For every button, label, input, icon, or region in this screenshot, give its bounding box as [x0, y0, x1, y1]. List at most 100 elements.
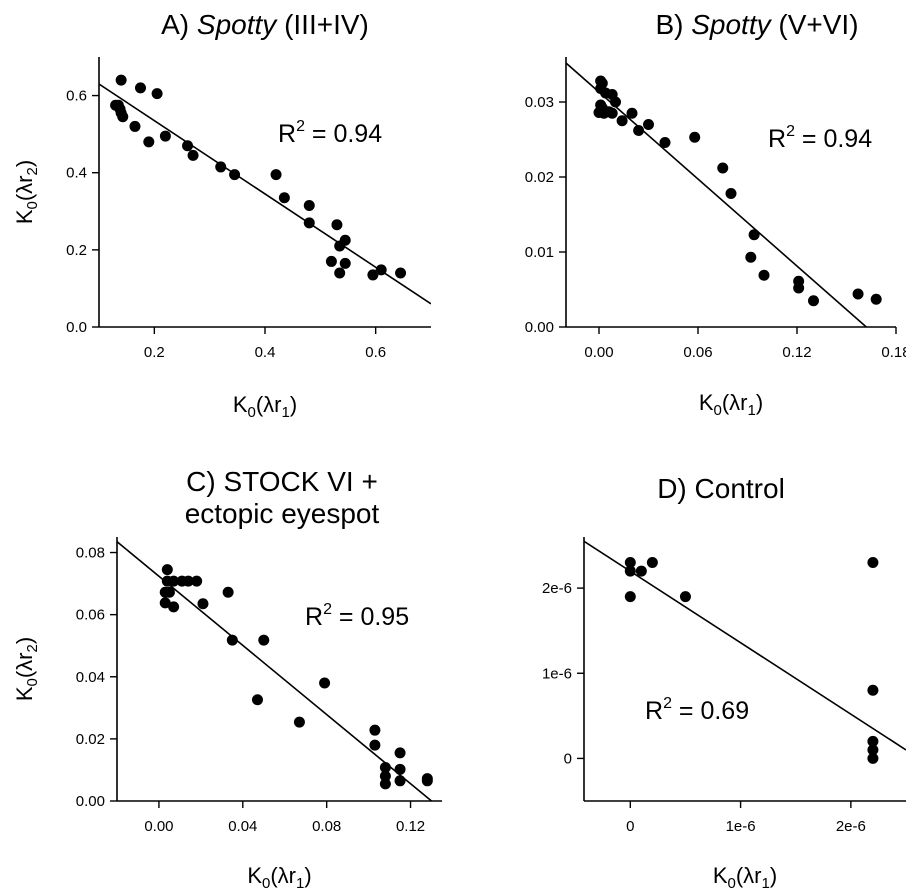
panel-title: B) Spotty (V+VI): [655, 9, 858, 40]
y-tick-label: 0.02: [76, 731, 105, 748]
y-tick-label: 0.00: [525, 319, 554, 336]
x-axis-label: K0(λr1): [699, 390, 763, 419]
data-point: [325, 255, 337, 267]
data-point: [129, 120, 141, 132]
x-axis-label: K0(λr1): [713, 863, 777, 892]
data-point: [161, 575, 173, 587]
data-point: [339, 257, 351, 269]
data-point: [197, 598, 209, 610]
data-point: [334, 267, 346, 279]
data-point: [867, 684, 879, 696]
x-tick-label: 0.4: [255, 344, 276, 361]
panel-a: A) Spotty (III+IV) 0.2 0.4 0.6 0.0 0.2 0.4 0.6 K…: [12, 9, 431, 421]
data-point: [258, 634, 270, 646]
data-point: [270, 169, 282, 181]
data-point: [367, 269, 379, 281]
data-point: [394, 747, 406, 759]
x-tick-label: 0: [626, 818, 634, 835]
data-point: [331, 219, 343, 231]
data-point: [867, 752, 879, 764]
data-point: [610, 96, 621, 108]
y-tick-label: 1e-6: [542, 665, 572, 682]
data-point: [867, 557, 879, 569]
data-point: [379, 761, 391, 773]
data-point: [867, 735, 879, 747]
data-point: [151, 88, 163, 100]
y-tick-label: 0.4: [66, 165, 87, 182]
data-point: [369, 724, 381, 736]
data-point: [163, 586, 175, 598]
data-point: [215, 161, 227, 173]
x-tick-label: 2e-6: [836, 818, 866, 835]
data-point: [867, 744, 879, 756]
y-axis-label: K0(λr2): [12, 160, 41, 224]
r-squared-label: R2 = 0.95: [305, 601, 409, 631]
data-point: [717, 162, 729, 174]
panel-title: D) Control: [657, 473, 785, 504]
data-point: [182, 140, 194, 152]
x-tick-label: 0.08: [312, 818, 341, 835]
data-point: [646, 557, 658, 569]
data-point: [808, 295, 819, 307]
regression-line: [584, 540, 906, 751]
data-point: [226, 634, 238, 646]
data-point: [159, 597, 171, 609]
x-tick-label: 1e-6: [726, 818, 756, 835]
data-point: [852, 288, 864, 300]
data-point: [395, 267, 407, 279]
data-point: [643, 119, 654, 130]
data-point: [115, 74, 127, 86]
data-point: [319, 677, 331, 689]
data-point: [379, 778, 391, 790]
data-point: [161, 564, 173, 576]
data-point: [748, 229, 760, 241]
data-point: [303, 217, 315, 229]
data-point: [659, 137, 671, 148]
x-tick-label: 0.00: [144, 818, 173, 835]
data-point: [191, 575, 203, 587]
regression-line: [99, 83, 431, 305]
data-point: [606, 107, 618, 119]
x-tick-label: 0.00: [584, 344, 613, 361]
panel-title: C) STOCK VI +: [186, 466, 378, 497]
data-point: [375, 264, 387, 276]
data-point: [394, 763, 406, 775]
data-point: [187, 149, 199, 161]
data-point: [369, 739, 381, 751]
data-point: [222, 586, 234, 598]
x-tick-label: 0.2: [144, 344, 165, 361]
data-point: [745, 251, 757, 263]
y-tick-label: 0.06: [76, 607, 105, 624]
y-tick-label: 0.02: [525, 169, 554, 186]
x-tick-label: 0.12: [396, 818, 425, 835]
y-tick-label: 2e-6: [542, 580, 572, 597]
data-point: [635, 565, 647, 577]
data-point: [624, 557, 636, 569]
data-point: [251, 694, 263, 706]
y-tick-label: 0.01: [525, 244, 554, 261]
y-tick-label: 0.00: [76, 793, 105, 810]
data-point: [616, 115, 628, 127]
data-point: [159, 130, 171, 142]
y-axis-label: K0(λr2): [12, 637, 41, 701]
data-point: [725, 188, 737, 199]
y-tick-label: 0.2: [66, 242, 87, 259]
data-point: [293, 716, 305, 728]
data-point: [229, 169, 241, 181]
data-point: [624, 565, 636, 577]
y-tick-label: 0.08: [76, 545, 105, 562]
data-point: [182, 575, 194, 587]
r-squared-label: R2 = 0.94: [768, 123, 872, 153]
data-point: [793, 282, 805, 294]
y-tick-label: 0.03: [525, 94, 554, 111]
data-point: [394, 775, 406, 787]
y-tick-label: 0: [564, 750, 572, 767]
panel-title-line2: ectopic eyespot: [185, 498, 380, 529]
data-point: [624, 591, 636, 603]
data-point: [379, 770, 391, 782]
data-point: [143, 136, 155, 148]
data-point: [679, 591, 691, 603]
x-tick-label: 0.04: [228, 818, 257, 835]
data-point: [334, 240, 346, 252]
